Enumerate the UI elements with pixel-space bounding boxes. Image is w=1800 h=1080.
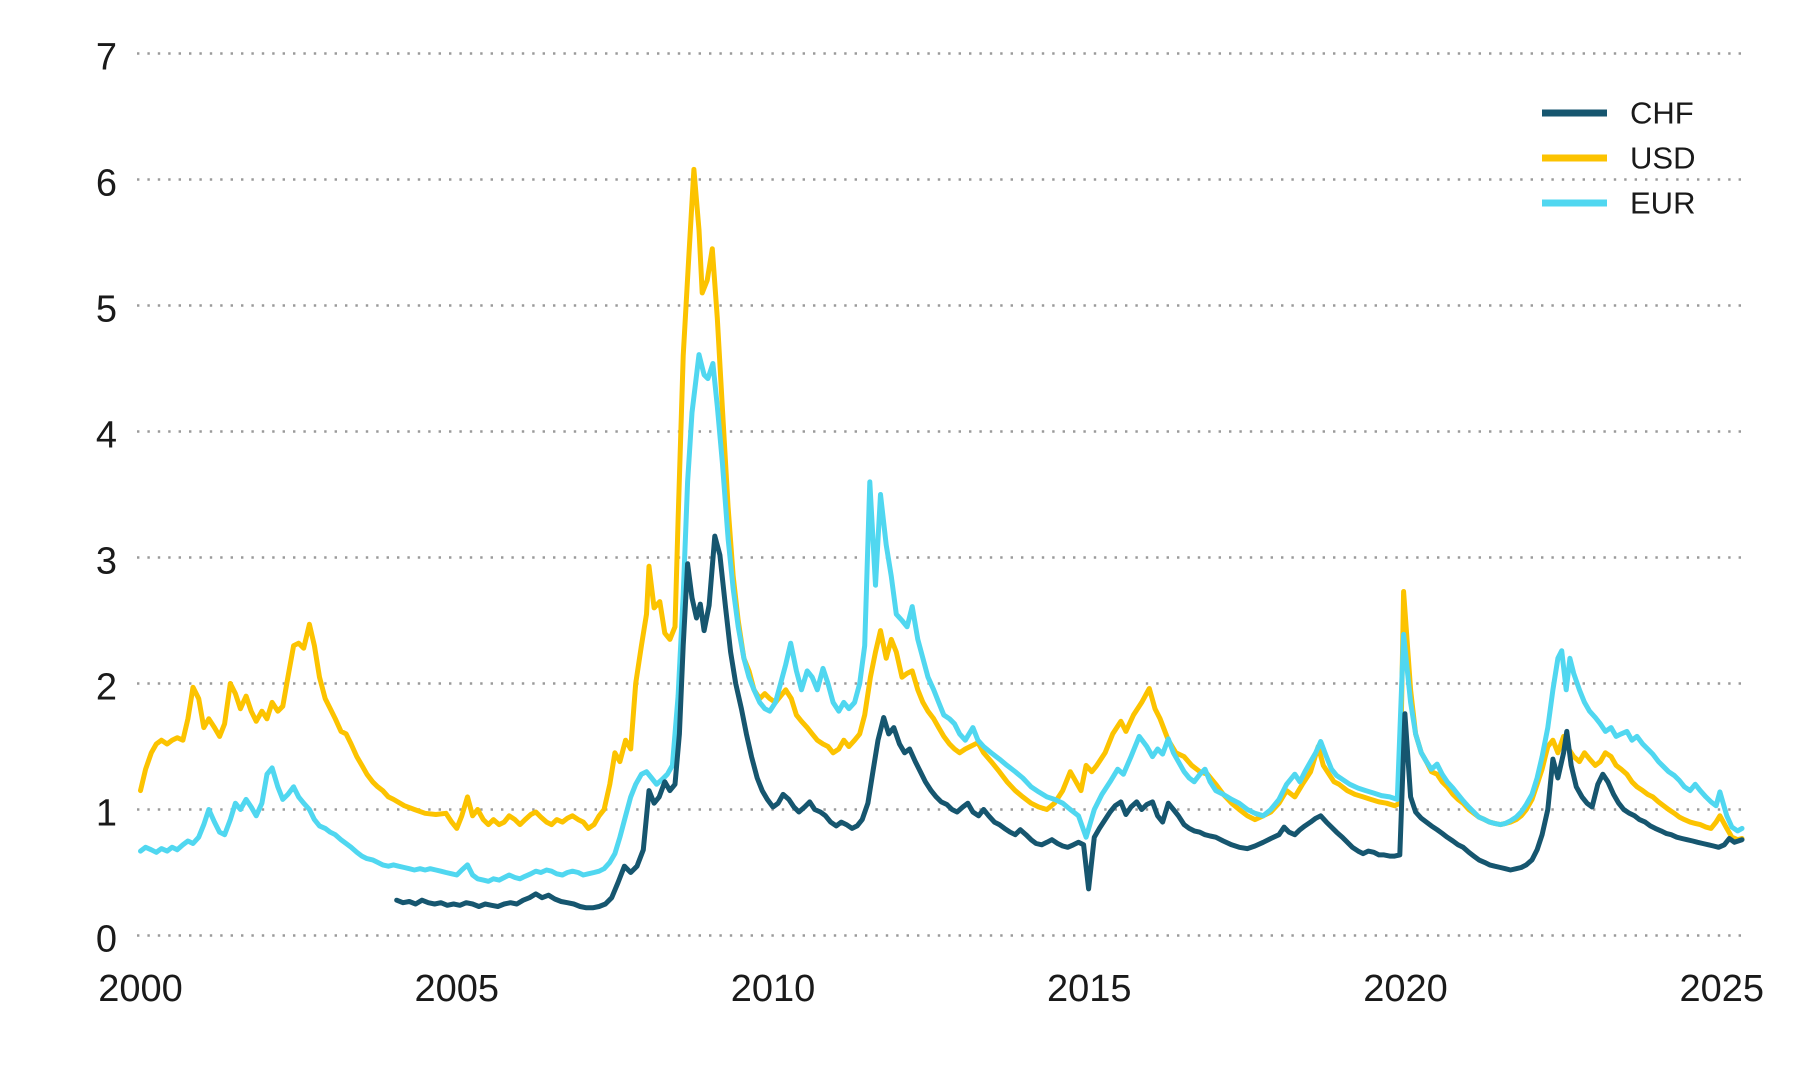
y-tick-label-6: 6 (96, 163, 117, 205)
legend-label-chf: CHF (1630, 96, 1694, 131)
series-line-eur (138, 352, 1745, 884)
y-tick-label-2: 2 (96, 667, 117, 709)
legend-label-eur: EUR (1630, 186, 1695, 221)
y-tick-label-4: 4 (96, 415, 117, 457)
y-tick-label-0: 0 (96, 919, 117, 961)
legend-label-usd: USD (1630, 141, 1695, 176)
y-tick-label-7: 7 (96, 37, 117, 79)
x-tick-label-2000: 2000 (98, 968, 183, 1010)
x-tick-label-2020: 2020 (1363, 968, 1448, 1010)
series-line-usd (138, 166, 1745, 843)
legend-item-usd: USD (1542, 141, 1695, 176)
y-tick-label-3: 3 (96, 541, 117, 583)
x-tick-label-2015: 2015 (1047, 968, 1132, 1010)
y-tick-label-1: 1 (96, 793, 117, 835)
y-axis-labels: 0 1 2 3 4 5 6 7 (96, 37, 117, 961)
x-axis-labels: 2000 2005 2010 2015 2020 2025 (98, 968, 1764, 1010)
legend: CHF USD EUR (1542, 96, 1695, 221)
x-tick-label-2005: 2005 (414, 968, 499, 1010)
legend-item-eur: EUR (1542, 186, 1695, 221)
gridlines (137, 52, 1748, 937)
y-tick-label-5: 5 (96, 289, 117, 331)
series-line-chf (394, 533, 1745, 911)
x-tick-label-2025: 2025 (1679, 968, 1764, 1010)
legend-item-chf: CHF (1542, 96, 1694, 131)
series-lines (138, 166, 1745, 911)
x-tick-label-2010: 2010 (731, 968, 816, 1010)
